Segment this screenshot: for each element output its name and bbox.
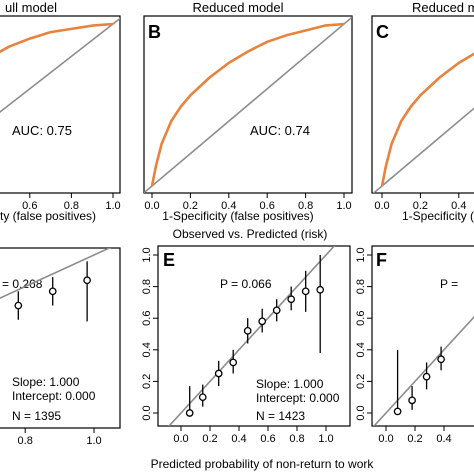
panel-e-point [272, 306, 281, 315]
panel-f-reference-line [372, 315, 474, 426]
panel-d-n: N = 1395 [12, 409, 61, 423]
panel-e-xtick-label: 0.4 [231, 433, 246, 445]
panel-e-point [198, 393, 207, 402]
panel-b-xtick-label: 0.8 [298, 200, 313, 212]
panel-e-xtick-label: 0.6 [260, 433, 275, 445]
panel-d-point [83, 276, 91, 285]
panel-f-ytick-label: 1.0 [355, 247, 367, 262]
panel-e-p: P = 0.066 [220, 277, 272, 291]
panel-b-reference-line [144, 16, 352, 193]
panel-a-title: ull model [5, 0, 57, 15]
panel-b-letter: B [148, 22, 161, 42]
panel-c-letter: C [376, 22, 389, 42]
panel-e: Observed vs. Predicted (risk) E P = 0.06… [151, 227, 375, 471]
panel-a-roc-curve [0, 22, 114, 54]
panel-f-xtick-label: 0.0 [378, 433, 393, 445]
panel-d-xtick-label: 0.8 [18, 435, 33, 447]
panel-e-xtick-label: 0.8 [289, 433, 304, 445]
panel-e-point [287, 295, 296, 304]
panel-e-point [185, 409, 194, 417]
panel-b-auc: AUC: 0.74 [250, 123, 310, 138]
panel-f-ytick-label: 0.4 [355, 342, 367, 357]
panel-e-letter: E [163, 250, 175, 270]
panel-e-ytick-label: 0.4 [141, 342, 153, 357]
panel-e-point [229, 358, 238, 367]
panel-c-title: Reduced m [412, 0, 474, 15]
panel-f-ytick-label: 0.0 [355, 405, 367, 420]
panel-f-point [422, 372, 431, 381]
panel-f-ytick-label: 0.2 [355, 374, 367, 389]
panel-e-ytick-label: 1.0 [141, 247, 153, 262]
panel-c-reference-line [372, 107, 474, 193]
panel-e-frame [157, 245, 351, 427]
panel-c: Reduced m C 1-Specificity (f [371, 0, 474, 223]
panel-f-frame [371, 245, 474, 427]
panel-e-point [243, 326, 252, 335]
chart-marks: .40.60.81.00.00.20.40.60.81.00.00.20.4.4… [0, 16, 474, 447]
panel-e-ytick-label: 0.6 [141, 311, 153, 326]
panel-b-xtick-label: 1.0 [336, 200, 351, 212]
panel-d: = 0.268 Slope: 1.000 Intercept: 0.000 N … [0, 247, 121, 429]
panel-b-xtick-label: 0.2 [183, 200, 198, 212]
panel-f-p: P = [440, 277, 458, 291]
panel-e-title: Observed vs. Predicted (risk) [173, 227, 328, 241]
panel-f-point [437, 355, 445, 364]
panel-e-reference-line [167, 246, 336, 426]
panel-e-point [316, 285, 325, 294]
panel-a: ull model AUC: 0.75 ty (false positives) [0, 0, 121, 223]
panel-e-point [214, 369, 223, 378]
panel-d-frame [0, 247, 121, 429]
panel-e-ytick-label: 0.8 [141, 279, 153, 294]
panel-d-point [48, 287, 57, 296]
panel-a-auc: AUC: 0.75 [12, 123, 72, 138]
panel-f-point [408, 396, 416, 405]
panel-b-xtick-label: 0.0 [144, 200, 159, 212]
panel-f-xtick-label: 0.2 [407, 433, 422, 445]
panel-f-ytick-label: 0.8 [355, 279, 367, 294]
panel-d-p: = 0.268 [2, 277, 43, 291]
panel-e-xlabel: Predicted probability of non-return to w… [151, 457, 375, 471]
panel-b-xtick-label: 0.6 [260, 200, 275, 212]
panel-e-point [258, 317, 267, 326]
panel-f-xtick-label: 0.4 [436, 433, 451, 445]
panel-a-xtick-label: 0.8 [64, 200, 79, 212]
panel-c-roc-curve [380, 52, 474, 187]
panel-b-title: Reduced model [192, 0, 283, 15]
panel-e-ytick-label: 0.0 [141, 405, 153, 420]
panel-f-letter: F [376, 250, 387, 270]
panel-a-reference-line [0, 17, 120, 114]
panel-d-reference-line [0, 248, 112, 300]
panel-b-xlabel: 1-Specificity (false positives) [162, 209, 313, 223]
panel-f-ytick-label: 0.6 [355, 311, 367, 326]
panel-c-xtick-label: 0.2 [413, 200, 428, 212]
panel-e-xtick-label: 1.0 [318, 433, 333, 445]
panel-a-xlabel: ty (false positives) [0, 209, 96, 223]
panel-d-intercept: Intercept: 0.000 [12, 389, 96, 403]
panel-b-xtick-label: 0.4 [221, 200, 236, 212]
panel-e-slope: Slope: 1.000 [256, 377, 324, 391]
panel-a-xtick-label: 1.0 [105, 200, 120, 212]
panel-c-xtick-label: 0.0 [374, 200, 389, 212]
panel-e-point [301, 287, 310, 296]
panel-c-xtick-label: 0.4 [451, 200, 466, 212]
panel-c-xlabel: 1-Specificity (f [402, 209, 474, 223]
panel-b-roc-curve [150, 22, 345, 187]
panel-e-xtick-label: 0.0 [173, 433, 188, 445]
panel-f-point [393, 407, 402, 416]
panel-a-frame [0, 15, 121, 194]
panel-d-point [14, 301, 23, 310]
panel-b: Reduced model B AUC: 0.74 1-Specificity … [143, 0, 353, 223]
panel-e-n: N = 1423 [256, 409, 305, 423]
panel-a-xtick-label: 0.6 [22, 200, 37, 212]
panel-b-frame [143, 15, 353, 194]
panel-c-frame [371, 15, 474, 194]
panel-e-xtick-label: 0.2 [202, 433, 217, 445]
panel-d-slope: Slope: 1.000 [12, 375, 80, 389]
panel-f: F P = [371, 245, 474, 427]
panel-e-intercept: Intercept: 0.000 [256, 391, 340, 405]
panel-d-xtick-label: 1.0 [86, 435, 101, 447]
panel-e-ytick-label: 0.2 [141, 374, 153, 389]
